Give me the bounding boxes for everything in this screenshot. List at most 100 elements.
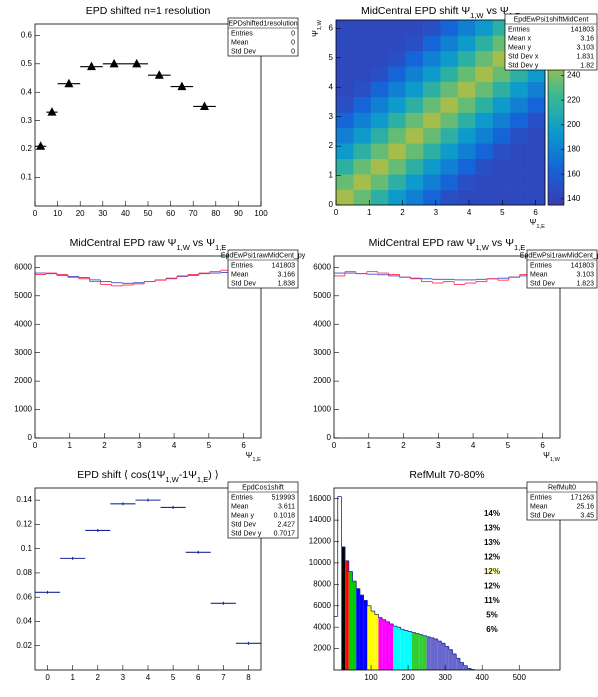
stats-label: Entries [530, 494, 552, 501]
hist-bin [437, 641, 442, 670]
stats-value: 3.611 [278, 503, 295, 510]
heat-cell [370, 20, 389, 36]
y-axis-label-part: 1,W [317, 19, 323, 30]
heat-cell [388, 189, 406, 206]
x-tick-label: 3 [137, 441, 142, 450]
x-tick-label: 6 [533, 208, 538, 217]
y-tick-label: 5000 [14, 291, 32, 300]
x-tick-label: 10 [53, 209, 62, 218]
heat-cell [353, 112, 372, 129]
stats-box [504, 13, 598, 71]
colorbar-step [548, 134, 564, 138]
panel-title: EPD shifted n=1 resolution [86, 5, 211, 17]
heat-cell [510, 81, 528, 98]
panel-title: MidCentral EPD shift Ψ1,W vs Ψ1,E [361, 5, 520, 20]
stats-label: Std Dev x [508, 53, 539, 60]
heat-cell [510, 97, 528, 113]
heat-cell [492, 97, 511, 113]
x-tick-label: 2 [96, 673, 101, 682]
colorbar-step [548, 201, 564, 206]
stats-label: Entries [530, 262, 552, 269]
hist-bin [382, 619, 386, 670]
band-label: 13% [484, 538, 500, 547]
point [109, 58, 119, 68]
x-tick-label: 4 [467, 208, 472, 217]
hist-bin [456, 658, 460, 670]
colorbar-step [548, 158, 564, 163]
y-tick-label: 2000 [313, 644, 331, 653]
heat-cell [475, 158, 494, 175]
x-tick-label: 3 [121, 673, 126, 682]
hist-bin [411, 632, 416, 670]
heat-cell [336, 35, 354, 52]
colorbar-step [548, 75, 564, 80]
heat-cell [388, 112, 406, 129]
panel-title-part: -1Ψ [179, 469, 197, 481]
plot-frame [34, 23, 262, 207]
y-tick-label: 0.5 [21, 59, 33, 68]
hist-bin [463, 665, 468, 670]
y-tick-label: 16000 [309, 494, 332, 503]
colorbar-tick-label: 180 [567, 145, 581, 154]
heat-cell [492, 112, 511, 129]
heat-cell [423, 112, 441, 129]
x-tick-label: 80 [211, 209, 220, 218]
stats-value: 25.16 [576, 503, 594, 510]
x-tick-label: 300 [438, 673, 452, 682]
x-axis-label: Ψ1,E [246, 451, 261, 462]
panel-title-part: 1,W [475, 243, 489, 252]
heat-cell [423, 189, 441, 206]
colorbar-tick-label: 160 [567, 169, 581, 178]
x-tick-label: 5 [171, 673, 176, 682]
y-tick-label: 0.4 [21, 87, 33, 96]
panel-title-part: ) ⟩ [208, 469, 219, 481]
heat-cell [370, 35, 389, 52]
hist-bin [448, 649, 453, 670]
point [200, 101, 209, 110]
heat-cell [475, 81, 494, 98]
panel-title-part: EPD shift ⟨ cos(1Ψ [77, 469, 165, 481]
x-tick-label: 2 [401, 441, 406, 450]
x-axis-label: Ψ1,E [530, 218, 545, 229]
stats-value: 2.427 [277, 521, 295, 528]
plot-frame [333, 487, 561, 671]
y-tick-label: 14000 [309, 515, 332, 524]
heat-cell [405, 127, 424, 144]
hist-bin [434, 638, 438, 670]
x-tick-label: 5 [506, 441, 511, 450]
colorbar-step [548, 174, 564, 178]
heat-cell [527, 158, 546, 175]
y-tick-label: 0.2 [21, 144, 33, 153]
heat-cell [370, 143, 389, 160]
heat-cell [457, 158, 476, 175]
colorbar-tick-label: 240 [567, 71, 581, 80]
heat-cell [527, 112, 546, 129]
colorbar-step [548, 69, 564, 73]
heat-cell [423, 35, 441, 52]
hist-bin [341, 546, 346, 670]
stats-value: 3.166 [277, 271, 295, 278]
x-axis-label-part: Ψ [543, 451, 550, 460]
heat-cell [457, 174, 476, 190]
heat-cell [475, 97, 494, 113]
plot-frame [34, 255, 262, 439]
heat-cell [405, 50, 424, 67]
heat-cell [440, 97, 459, 113]
point [154, 70, 164, 79]
heat-cell [440, 189, 459, 206]
heat-cell [353, 97, 372, 113]
band-label: 13% [484, 524, 500, 533]
heat-cell [336, 66, 354, 82]
heat-cell [492, 81, 511, 98]
y-tick-label: 0.08 [16, 568, 32, 577]
x-tick-label: 5 [207, 441, 212, 450]
stats-value: 0 [291, 39, 295, 46]
panel-title-part: vs Ψ [190, 237, 215, 249]
colorbar-step [548, 87, 564, 92]
heat-cell [440, 81, 459, 98]
x-tick-label: 30 [98, 209, 107, 218]
hist-bin [356, 588, 360, 670]
y-tick-label: 0.1 [21, 544, 33, 553]
colorbar-step [548, 164, 564, 169]
point [47, 107, 57, 116]
